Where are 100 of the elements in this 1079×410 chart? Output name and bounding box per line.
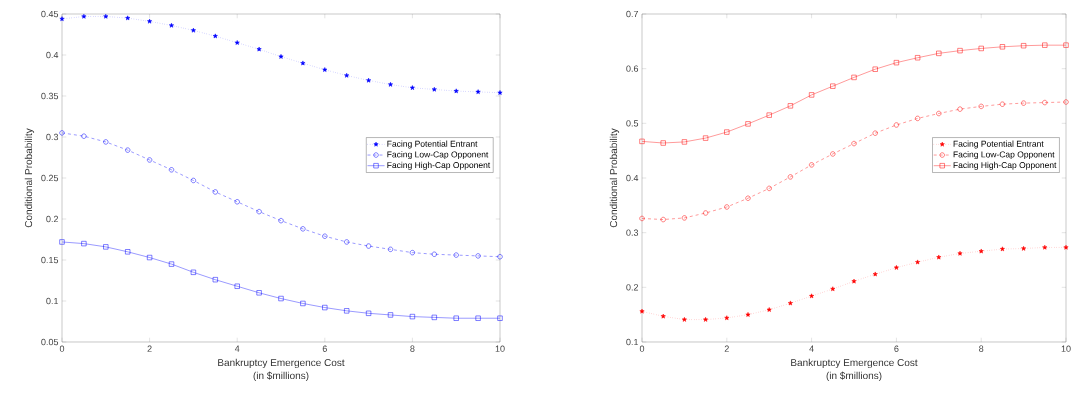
point <box>936 110 942 117</box>
x-tick-label: 0 <box>639 345 645 352</box>
point <box>431 86 437 92</box>
point <box>387 246 394 252</box>
y-tick-label: 0.2 <box>626 284 639 291</box>
point <box>234 283 240 289</box>
y-tick-label: 0.2 <box>46 215 59 223</box>
point <box>256 209 262 215</box>
y-tick-label: 0.1 <box>46 297 59 305</box>
point <box>915 259 921 265</box>
point <box>278 218 284 224</box>
point <box>1021 43 1027 49</box>
point <box>936 50 942 56</box>
point <box>475 315 481 321</box>
point <box>1042 244 1048 250</box>
point <box>59 239 65 245</box>
point <box>681 139 687 145</box>
point <box>344 308 350 314</box>
point <box>766 185 772 191</box>
legend-label: Facing Low-Cap Opponent <box>953 151 1055 160</box>
point <box>660 313 666 319</box>
point <box>915 55 921 61</box>
legend-label: Facing Potential Entrant <box>953 140 1044 149</box>
y-tick-label: 0.05 <box>41 338 59 346</box>
point <box>387 312 394 318</box>
point <box>1021 100 1027 106</box>
point <box>234 199 240 205</box>
point <box>724 204 730 210</box>
point <box>453 252 459 258</box>
point <box>212 33 218 39</box>
point <box>639 138 645 144</box>
point <box>830 151 836 157</box>
point <box>851 278 857 284</box>
point <box>431 314 437 320</box>
point <box>497 315 503 321</box>
point <box>639 215 645 221</box>
point <box>190 269 196 275</box>
y-tick-label: 0.3 <box>46 133 59 141</box>
point <box>475 89 481 95</box>
point <box>81 13 87 19</box>
point <box>660 217 666 223</box>
point <box>212 189 218 195</box>
point <box>212 277 218 283</box>
point <box>103 139 109 145</box>
point <box>745 121 751 127</box>
y-tick-label: 0.15 <box>41 256 59 264</box>
point <box>787 103 793 109</box>
point <box>851 141 857 147</box>
point <box>344 239 350 245</box>
point <box>59 16 65 22</box>
y-tick-label: 0.5 <box>626 120 639 127</box>
point <box>1063 42 1069 48</box>
y-axis-title: Conditional Probability <box>24 128 35 228</box>
point <box>344 72 350 78</box>
point <box>278 295 284 302</box>
legend-label: Facing Potential Entrant <box>387 140 478 149</box>
point <box>809 293 815 299</box>
point <box>125 147 131 153</box>
point <box>409 314 415 320</box>
point <box>1042 42 1048 48</box>
point <box>409 250 415 256</box>
point <box>745 195 751 201</box>
point <box>724 315 730 321</box>
point <box>81 133 87 139</box>
x-tick-label: 2 <box>724 345 729 352</box>
point <box>978 103 984 109</box>
point <box>169 22 174 28</box>
point <box>168 167 175 173</box>
point <box>893 122 899 128</box>
point <box>724 129 730 135</box>
x-tick-label: 10 <box>495 345 505 352</box>
point <box>300 300 306 307</box>
point <box>497 254 503 260</box>
point <box>809 162 815 168</box>
point <box>999 44 1005 50</box>
point <box>787 300 793 306</box>
point <box>766 112 772 118</box>
y-tick-label: 0.4 <box>46 51 59 59</box>
x-tick-label: 10 <box>1061 345 1071 352</box>
point <box>999 101 1005 107</box>
point <box>766 307 772 312</box>
point <box>1042 100 1048 106</box>
point <box>234 40 240 45</box>
point <box>168 261 175 267</box>
point <box>830 286 836 292</box>
point <box>703 317 709 322</box>
point <box>639 308 645 314</box>
x-tick-label: 6 <box>894 345 899 352</box>
y-tick-label: 0.4 <box>626 174 639 182</box>
point <box>103 13 109 19</box>
point <box>915 115 921 121</box>
point <box>431 251 437 257</box>
point <box>81 241 87 247</box>
point <box>300 60 306 66</box>
point <box>497 90 503 95</box>
point <box>893 265 899 270</box>
point <box>851 74 857 80</box>
y-tick-label: 0.3 <box>626 229 639 236</box>
x-tick-label: 0 <box>59 345 65 352</box>
point <box>957 250 963 256</box>
